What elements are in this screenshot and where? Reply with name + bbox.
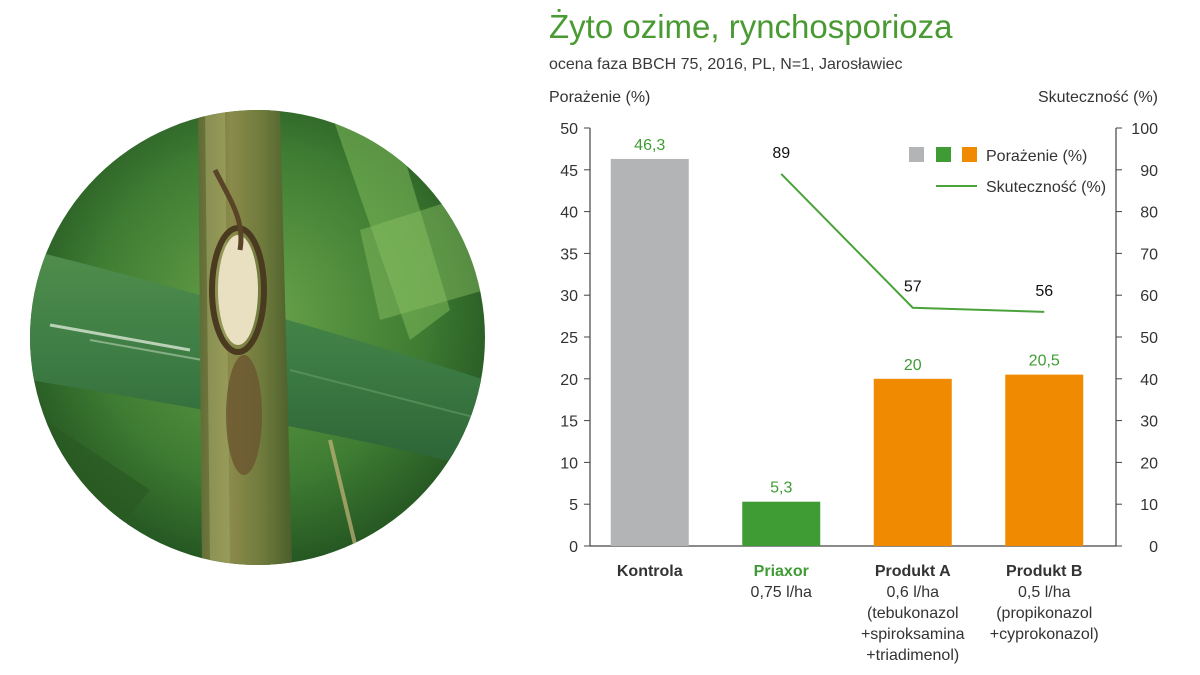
y-tick-label-right: 50 [1140, 330, 1158, 347]
y-tick-label-left: 30 [560, 288, 578, 305]
category-detail: 0,6 l/ha [887, 584, 940, 601]
line-value-label: 89 [772, 145, 790, 162]
category-label: Priaxor [754, 563, 809, 580]
y-tick-label-left: 20 [560, 372, 578, 389]
category-label: Produkt B [1006, 563, 1082, 580]
leaf-disease-photo [30, 110, 485, 565]
bar-value-label: 46,3 [634, 137, 665, 154]
category-detail: (tebukonazol [867, 605, 959, 622]
category-detail: +triadimenol) [866, 647, 959, 664]
y-axis-right-label: Skuteczność (%) [1038, 89, 1158, 106]
category-detail: +spiroksamina [861, 626, 965, 643]
category-label: Kontrola [617, 563, 683, 580]
y-tick-label-right: 20 [1140, 455, 1158, 472]
chart-subtitle: ocena faza BBCH 75, 2016, PL, N=1, Jaros… [549, 56, 903, 73]
line-series: 89 57 56 [772, 145, 1053, 313]
y-tick-label-right: 10 [1140, 497, 1158, 514]
y-tick-label-left: 5 [569, 497, 578, 514]
y-tick-label-left: 25 [560, 330, 578, 347]
y-tick-label-right: 40 [1140, 372, 1158, 389]
bar-value-label: 20 [904, 357, 922, 374]
axes: 0 5 10 15 20 25 30 35 40 45 50 0 10 20 30 40 50 60 70 80 90 1… [560, 121, 1158, 556]
bar-value-label: 20,5 [1029, 353, 1060, 370]
legend-bar-label: Porażenie (%) [986, 148, 1087, 165]
category-label: Produkt A [875, 563, 951, 580]
chart: Porażenie (%) Skuteczność (%) 0 5 10 15 20 25… [549, 89, 1158, 664]
y-tick-label-left: 35 [560, 246, 578, 263]
y-tick-label-right: 90 [1140, 163, 1158, 180]
y-tick-label-right: 100 [1131, 121, 1158, 138]
y-tick-label-left: 45 [560, 163, 578, 180]
category-detail: 0,5 l/ha [1018, 584, 1071, 601]
y-tick-label-right: 80 [1140, 205, 1158, 222]
y-tick-label-right: 70 [1140, 246, 1158, 263]
legend: Porażenie (%) Skuteczność (%) [909, 147, 1106, 196]
y-tick-label-left: 0 [569, 539, 578, 556]
category-detail: 0,75 l/ha [751, 584, 812, 601]
y-tick-label-right: 0 [1149, 539, 1158, 556]
y-tick-label-left: 15 [560, 414, 578, 431]
bar-value-label: 5,3 [770, 480, 792, 497]
line-value-label: 56 [1035, 283, 1053, 300]
legend-swatch-gray [909, 147, 924, 162]
y-tick-label-left: 40 [560, 205, 578, 222]
y-tick-label-left: 10 [560, 455, 578, 472]
bar [742, 501, 821, 546]
bar [610, 158, 689, 546]
y-axis-left-label: Porażenie (%) [549, 89, 650, 106]
line-value-label: 57 [904, 279, 922, 296]
legend-line-label: Skuteczność (%) [986, 179, 1106, 196]
y-tick-label-left: 50 [560, 121, 578, 138]
chart-title: Żyto ozime, rynchosporioza [549, 8, 953, 45]
bar [873, 378, 952, 546]
bars: 46,3 5,3 20 20,5 [610, 137, 1084, 546]
bar [1005, 374, 1084, 546]
y-tick-label-right: 60 [1140, 288, 1158, 305]
category-labels: Kontrola Priaxor 0,75 l/ha Produkt A 0,6 l/h… [617, 563, 1099, 664]
legend-swatch-orange [962, 147, 977, 162]
y-tick-label-right: 30 [1140, 414, 1158, 431]
category-detail: +cyprokonazol) [990, 626, 1099, 643]
category-detail: (propikonazol [996, 605, 1092, 622]
legend-swatch-green [936, 147, 951, 162]
